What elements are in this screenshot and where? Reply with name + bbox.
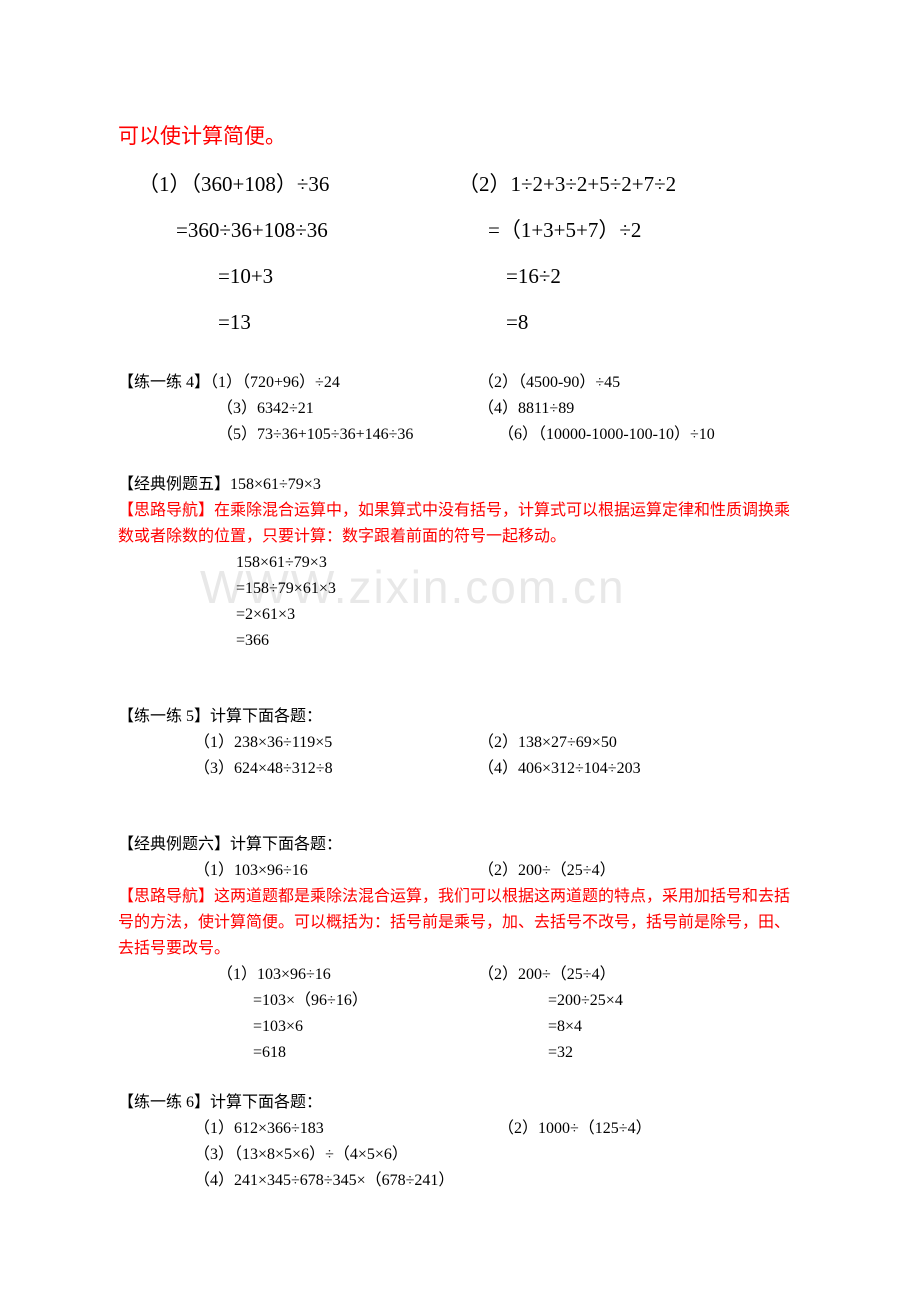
ex4-left-3: =10+3 (118, 258, 458, 294)
ex4-left-4: =13 (118, 304, 458, 340)
practice5-title: 【练一练 5】计算下面各题： (118, 704, 802, 730)
practice4-block: 【练一练 4】（1）（720+96）÷24 （2）（4500-90）÷45 （3… (118, 370, 802, 448)
ex5-calc4: =366 (118, 628, 802, 654)
ex4-right-4: =8 (458, 304, 802, 340)
practice5-p3: （3）624×48÷312÷8 (118, 756, 478, 782)
ex6-right-4: =32 (478, 1040, 802, 1066)
ex6-prob2: （2）200÷（25÷4） (478, 858, 802, 884)
ex4-right-1: （2）1÷2+3÷2+5÷2+7÷2 (458, 166, 802, 202)
practice6-p2: （2）1000÷（125÷4） (478, 1116, 802, 1142)
ex6-prob1: （1）103×96÷16 (118, 858, 478, 884)
practice6-p3: （3）（13×8×5×6）÷（4×5×6） (118, 1142, 802, 1168)
practice5-p1: （1）238×36÷119×5 (118, 730, 478, 756)
practice4-p2: （2）（4500-90）÷45 (478, 370, 802, 396)
ex6-left-2: =103×（96÷16） (118, 988, 478, 1014)
document-content: 可以使计算简便。 （1）（360+108）÷36 （2）1÷2+3÷2+5÷2+… (118, 120, 802, 1194)
ex5-calc2: =158÷79×61×3 (118, 576, 802, 602)
example4-row4: =13 =8 (118, 304, 802, 340)
ex4-right-3: =16÷2 (458, 258, 802, 294)
practice4-p1: （1）（720+96）÷24 (210, 374, 340, 391)
practice4-p6: （6）（10000-1000-100-10）÷10 (478, 422, 802, 448)
ex6-left-3: =103×6 (118, 1014, 478, 1040)
ex6-right-2: =200÷25×4 (478, 988, 802, 1014)
example6-title: 【经典例题六】计算下面各题： (118, 832, 802, 858)
practice4-title: 【练一练 4】 (118, 374, 210, 391)
example4-row1: （1）（360+108）÷36 （2）1÷2+3÷2+5÷2+7÷2 (118, 166, 802, 202)
practice5-p2: （2）138×27÷69×50 (478, 730, 802, 756)
example4-row3: =10+3 =16÷2 (118, 258, 802, 294)
ex4-right-2: =（1+3+5+7）÷2 (458, 212, 802, 248)
example5-guide: 【思路导航】在乘除混合运算中，如果算式中没有括号，计算式可以根据运算定律和性质调… (118, 498, 802, 550)
practice6-title: 【练一练 6】计算下面各题： (118, 1090, 802, 1116)
example4-row2: =360÷36+108÷36 =（1+3+5+7）÷2 (118, 212, 802, 248)
ex6-right-3: =8×4 (478, 1014, 802, 1040)
ex6-left-4: =618 (118, 1040, 478, 1066)
top-title: 可以使计算简便。 (118, 120, 802, 152)
ex4-left-1: （1）（360+108）÷36 (118, 166, 458, 202)
practice4-p5: （5）73÷36+105÷36+146÷36 (118, 422, 478, 448)
ex4-left-2: =360÷36+108÷36 (118, 212, 458, 248)
example6-guide: 【思路导航】这两道题都是乘除法混合运算，我们可以根据这两道题的特点，采用加括号和… (118, 884, 802, 962)
ex5-calc1: 158×61÷79×3 (118, 550, 802, 576)
ex6-right-1: （2）200÷（25÷4） (478, 962, 802, 988)
practice4-p4: （4）8811÷89 (478, 396, 802, 422)
practice4-p3: （3）6342÷21 (118, 396, 478, 422)
ex6-left-1: （1）103×96÷16 (118, 962, 478, 988)
ex5-calc3: =2×61×3 (118, 602, 802, 628)
practice5-p4: （4）406×312÷104÷203 (478, 756, 802, 782)
practice6-p1: （1）612×366÷183 (118, 1116, 478, 1142)
practice6-p4: （4）241×345÷678÷345×（678÷241） (118, 1168, 802, 1194)
example5-title: 【经典例题五】158×61÷79×3 (118, 472, 802, 498)
